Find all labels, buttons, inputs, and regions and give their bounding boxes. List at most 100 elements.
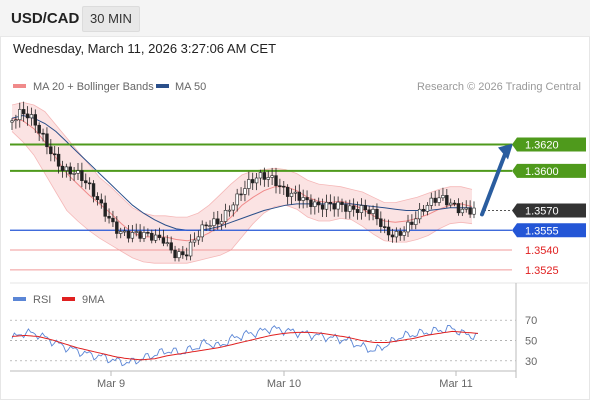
- level-lines-layer: [10, 143, 512, 271]
- rsi-ma-legend-swatch: [62, 297, 75, 301]
- candle-body: [80, 170, 84, 181]
- candle-body: [394, 231, 399, 238]
- candle-body: [122, 230, 127, 233]
- candle-body: [119, 231, 123, 234]
- timestamp: Wednesday, March 11, 2026 3:27:06 AM CET: [13, 41, 277, 56]
- candle-body: [99, 199, 103, 204]
- candle-body: [177, 251, 181, 259]
- candle-body: [433, 197, 437, 203]
- candle-body: [332, 203, 336, 210]
- candle-body: [351, 205, 356, 210]
- level-label-1.3555: 1.3555: [512, 223, 586, 238]
- candle-body: [25, 113, 30, 119]
- candle-body: [188, 241, 193, 257]
- level-tag-box: [512, 137, 586, 152]
- candle-body: [33, 114, 37, 126]
- candle-body: [200, 224, 204, 238]
- candle-body: [157, 234, 162, 238]
- rsi-tick-label: 30: [525, 356, 537, 368]
- timeframe-button[interactable]: 30 MIN: [82, 6, 140, 32]
- candle-body: [398, 231, 402, 236]
- candle-body: [161, 237, 166, 244]
- ma50-line: [11, 114, 472, 231]
- candle-body: [53, 153, 57, 156]
- rsi-line: [11, 325, 479, 367]
- candle-body: [375, 208, 379, 220]
- candle-body: [227, 209, 232, 212]
- ma20-legend-swatch: [13, 84, 26, 88]
- candle-body: [204, 224, 208, 227]
- candle-body: [355, 209, 360, 213]
- x-tick-label: Mar 10: [267, 378, 301, 390]
- candle-body: [68, 166, 72, 175]
- candle-body: [363, 205, 367, 211]
- candle-body: [126, 230, 131, 239]
- candle-body: [437, 197, 441, 203]
- candle-body: [150, 232, 154, 241]
- candle-body: [111, 217, 115, 223]
- ma20-line: [11, 117, 473, 242]
- candle-body: [297, 191, 301, 201]
- rsi-ma-legend-label: 9MA: [82, 294, 105, 306]
- candle-body: [359, 205, 364, 213]
- candle-body: [91, 183, 96, 197]
- candle-body: [456, 203, 461, 214]
- candle-body: [254, 177, 259, 184]
- candle-body: [208, 225, 212, 227]
- candle-body: [115, 221, 119, 234]
- candle-body: [301, 197, 305, 201]
- candle-body: [464, 207, 468, 210]
- candle-body: [146, 232, 150, 234]
- candle-body: [445, 195, 449, 206]
- candle-body: [235, 193, 239, 206]
- candle-body: [21, 109, 26, 115]
- moving-average-layer: [11, 114, 473, 242]
- candle-body: [64, 166, 69, 171]
- candle-body: [18, 109, 22, 121]
- candle-body: [247, 179, 251, 189]
- candle-body: [402, 231, 406, 236]
- candle-body: [231, 204, 235, 211]
- candle-body: [134, 231, 138, 233]
- level-labels-layer: 1.3620 1.3600 1.3570 1.3555 1.3540 1.3525: [512, 137, 586, 277]
- candle-body: [379, 218, 383, 227]
- candle-body: [49, 146, 53, 155]
- candle-body: [266, 177, 270, 180]
- candle-body: [239, 193, 243, 196]
- candle-body: [317, 201, 321, 206]
- bollinger-band-layer: [11, 101, 473, 264]
- candle-body: [282, 185, 286, 188]
- candle-body: [185, 254, 189, 257]
- rsi-tick-label: 50: [525, 336, 537, 348]
- candle-body: [169, 242, 173, 251]
- candle-body: [309, 199, 313, 207]
- candle-body: [142, 232, 146, 239]
- candle-body: [328, 201, 333, 204]
- rsi-legend-swatch: [13, 297, 26, 301]
- candle-body: [336, 201, 340, 210]
- candle-body: [219, 221, 224, 225]
- candle-body: [258, 172, 263, 179]
- candle-body: [216, 218, 220, 225]
- level-value-text: 1.3555: [525, 225, 559, 237]
- level-tag-box: [512, 203, 586, 218]
- candle-body: [130, 232, 135, 239]
- candle-body: [414, 218, 418, 225]
- candle-body: [138, 231, 142, 239]
- candle-body: [472, 207, 476, 215]
- candle-body: [468, 207, 472, 215]
- level-label-1.3570: 1.3570: [512, 203, 586, 218]
- rsi-pane-layer: 70 50 30: [10, 315, 537, 368]
- level-label-1.3540: 1.3540: [525, 245, 559, 257]
- candle-body: [441, 195, 445, 199]
- candle-body: [320, 204, 325, 210]
- candle-body: [425, 205, 430, 212]
- candle-body: [196, 236, 201, 241]
- candle-body: [41, 132, 45, 135]
- rsi-legend-label: RSI: [33, 294, 51, 306]
- candle-body: [417, 208, 422, 220]
- candle-body: [192, 239, 197, 243]
- candle-body: [107, 216, 111, 219]
- candle-body: [10, 120, 14, 123]
